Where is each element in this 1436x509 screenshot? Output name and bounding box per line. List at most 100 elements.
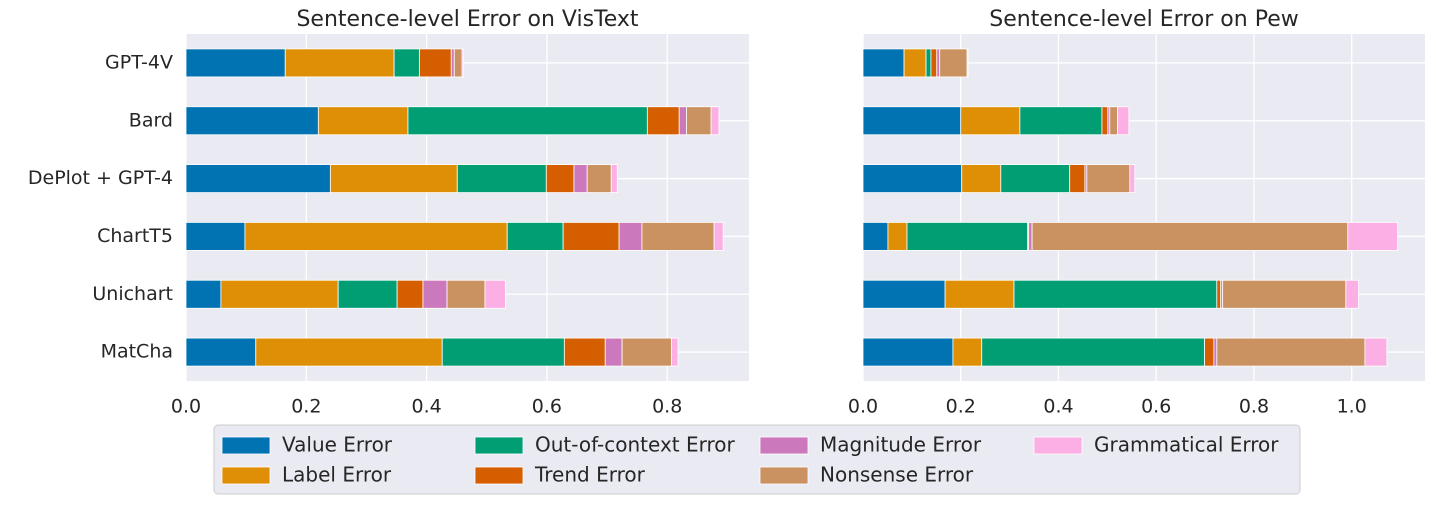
legend: Value Error Label Error Out-of-context Err… <box>213 424 1301 495</box>
legend-swatch <box>759 436 809 455</box>
legend-swatch <box>221 466 271 485</box>
bar-segment <box>450 48 455 78</box>
bar-segment <box>484 279 506 309</box>
bar-segment <box>244 222 508 251</box>
bar-segment <box>185 48 286 78</box>
y-tick-label: Bard <box>129 109 173 131</box>
bar-segment <box>1213 337 1218 367</box>
bar-segment <box>185 279 222 309</box>
legend-label: Grammatical Error <box>1094 433 1279 457</box>
bar-segment <box>862 164 963 193</box>
bar-segment <box>284 48 395 78</box>
bar-segment <box>1019 106 1103 136</box>
x-tick-label: 0.6 <box>1141 396 1171 418</box>
legend-swatch <box>474 466 524 485</box>
legend-label: Label Error <box>282 463 392 487</box>
bar-segment <box>185 337 257 367</box>
legend-swatch <box>1033 436 1083 455</box>
bar-segment <box>1031 222 1349 251</box>
legend-label: Trend Error <box>534 463 646 487</box>
legend-label: Magnitude Error <box>820 433 982 457</box>
bar-segment <box>1069 164 1086 193</box>
bar-segment <box>446 279 486 309</box>
legend-label: Value Error <box>282 433 393 457</box>
bar-segment <box>862 337 954 367</box>
x-tick-label: 0.0 <box>848 396 878 418</box>
plot-area <box>863 34 1425 381</box>
plot-area <box>186 34 749 381</box>
bar-segment <box>671 337 679 367</box>
legend-label: Nonsense Error <box>820 463 974 487</box>
bar-segment <box>887 222 908 251</box>
bar-segment <box>641 222 715 251</box>
bar-segment <box>393 48 420 78</box>
bar-segment <box>961 164 1002 193</box>
bar-segment <box>925 48 932 78</box>
chart-title: Sentence-level Error on VisText <box>296 7 638 32</box>
bar-segment <box>981 337 1205 367</box>
bar-segment <box>1345 279 1359 309</box>
bar-segment <box>1101 106 1109 136</box>
bar-segment <box>944 279 1015 309</box>
x-tick-label: 0.2 <box>946 396 976 418</box>
bar-segment <box>453 48 463 78</box>
bar-segment <box>461 48 464 78</box>
bar-segment <box>396 279 424 309</box>
bar-segment <box>686 106 712 136</box>
y-tick-label: Unichart <box>92 283 173 305</box>
bar-segment <box>1000 164 1071 193</box>
bar-segment <box>220 279 339 309</box>
bar-segment <box>255 337 443 367</box>
bar-segment <box>610 164 618 193</box>
bar-segment <box>621 337 672 367</box>
legend-swatch <box>474 436 524 455</box>
bar-segment <box>337 279 398 309</box>
bar-segment <box>678 106 687 136</box>
bar-segment <box>1204 337 1215 367</box>
bar-segment <box>1086 164 1131 193</box>
bar-segment <box>1216 337 1366 367</box>
bar-segment <box>936 48 941 78</box>
bar-segment <box>329 164 458 193</box>
bar-segment <box>1109 106 1119 136</box>
legend-label: Out-of-context Error <box>535 433 736 457</box>
x-tick-label: 0.8 <box>1239 396 1269 418</box>
bar-segment <box>185 164 331 193</box>
bar-segment <box>573 164 588 193</box>
bar-segment <box>441 337 565 367</box>
bar-segment <box>1129 164 1136 193</box>
bar-segment <box>862 106 962 136</box>
chart-title: Sentence-level Error on Pew <box>989 7 1298 32</box>
bar-segment <box>1364 337 1388 367</box>
bar-segment <box>185 106 319 136</box>
y-tick-label: ChartT5 <box>97 225 173 247</box>
bar-segment <box>903 48 927 78</box>
bar-segment <box>952 337 983 367</box>
y-tick-label: DePlot + GPT-4 <box>28 167 173 189</box>
bar-segment <box>562 222 620 251</box>
bar-segment <box>407 106 648 136</box>
bar-segment <box>939 48 968 78</box>
x-tick-label: 0.4 <box>1043 396 1073 418</box>
bar-segment <box>1222 279 1347 309</box>
bar-segment <box>456 164 547 193</box>
x-tick-label: 0.6 <box>532 396 562 418</box>
bar-segment <box>563 337 606 367</box>
bar-segment <box>1013 279 1218 309</box>
bar-segment <box>713 222 724 251</box>
y-tick-label: GPT-4V <box>105 51 173 73</box>
y-tick-label: MatCha <box>101 341 173 363</box>
bar-segment <box>906 222 1029 251</box>
bar-segment <box>586 164 612 193</box>
legend-swatch <box>759 466 809 485</box>
x-tick-label: 0.2 <box>291 396 321 418</box>
bar-segment <box>1347 222 1399 251</box>
bar-segment <box>966 48 969 78</box>
bar-segment <box>506 222 564 251</box>
bar-segment <box>930 48 938 78</box>
bar-segment <box>862 222 889 251</box>
bar-segment <box>862 48 905 78</box>
bar-segment <box>960 106 1021 136</box>
bar-segment <box>1028 222 1033 251</box>
